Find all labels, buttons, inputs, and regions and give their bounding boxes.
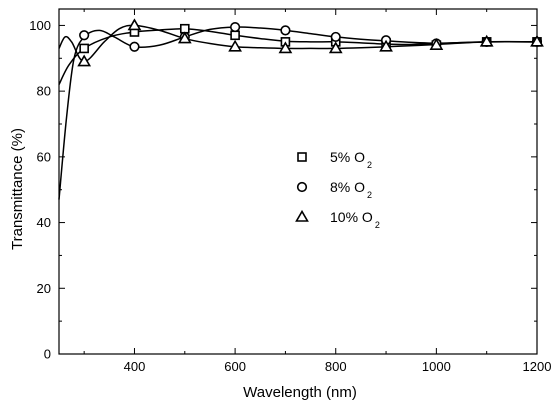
data-point-triangle xyxy=(328,41,343,54)
series-curves xyxy=(58,24,538,200)
data-point-circle xyxy=(129,41,140,52)
y-tick-label: 100 xyxy=(29,18,51,33)
data-point-triangle xyxy=(127,18,142,31)
x-tick-label: 1000 xyxy=(422,359,451,374)
y-axis-label: Transmittance (%) xyxy=(9,128,26,250)
series-markers xyxy=(77,18,544,67)
legend-marker-circle xyxy=(296,181,308,193)
y-tick-label: 0 xyxy=(44,347,51,362)
x-tick-label: 600 xyxy=(224,359,246,374)
y-tick-label: 80 xyxy=(37,84,51,99)
y-tick-label: 20 xyxy=(37,281,51,296)
x-tick-label: 800 xyxy=(325,359,347,374)
data-point-square xyxy=(79,43,89,54)
data-point-triangle xyxy=(228,39,242,52)
data-point-circle xyxy=(79,30,90,41)
x-tick-label: 1200 xyxy=(523,359,552,374)
x-axis-label: Wavelength (nm) xyxy=(243,384,357,401)
plot-frame xyxy=(58,8,538,355)
data-point-circle xyxy=(330,31,341,43)
legend-marker-triangle xyxy=(295,209,309,222)
data-point-circle xyxy=(230,21,241,33)
chart-axes: 400 600 800 1000 1200 0 20 40 60 80 100 xyxy=(29,8,552,374)
data-point-circle xyxy=(280,25,291,36)
data-point-triangle xyxy=(379,39,393,52)
series-line-1 xyxy=(58,27,538,85)
data-point-triangle xyxy=(77,54,92,67)
x-tick-label: 400 xyxy=(124,359,146,374)
legend-marker-square xyxy=(297,152,307,162)
y-tick-label: 40 xyxy=(37,215,51,230)
data-point-triangle xyxy=(530,34,544,47)
data-point-triangle xyxy=(278,41,293,54)
data-point-triangle xyxy=(479,34,494,47)
data-point-square xyxy=(230,30,240,41)
series-line-2 xyxy=(58,26,538,200)
data-point-triangle xyxy=(429,38,444,50)
y-tick-label: 60 xyxy=(37,149,51,164)
data-point-triangle xyxy=(177,31,192,44)
